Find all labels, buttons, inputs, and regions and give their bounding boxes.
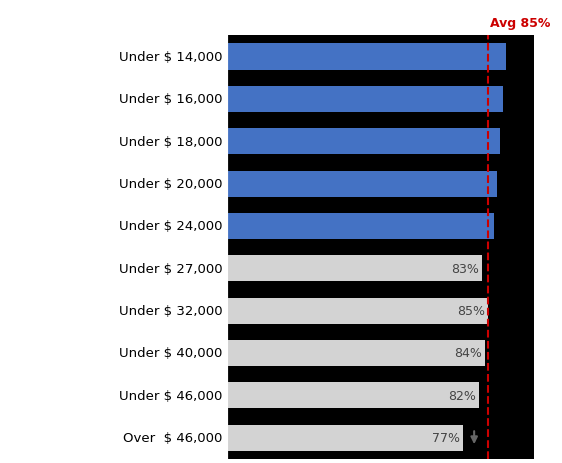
- Text: Under $ 40,000: Under $ 40,000: [119, 347, 223, 360]
- Bar: [226, 129, 500, 155]
- Bar: [226, 340, 485, 366]
- Bar: [226, 44, 506, 70]
- Text: Avg 85%: Avg 85%: [490, 17, 550, 30]
- Text: Under $ 18,000: Under $ 18,000: [119, 136, 223, 149]
- Text: Under $ 20,000: Under $ 20,000: [119, 178, 223, 191]
- Text: Under $ 32,000: Under $ 32,000: [119, 305, 223, 318]
- Bar: [226, 382, 479, 408]
- Bar: [226, 213, 494, 239]
- Text: Under $ 24,000: Under $ 24,000: [119, 220, 223, 233]
- Bar: [226, 298, 488, 324]
- Bar: [226, 171, 497, 197]
- Text: 83%: 83%: [451, 262, 479, 275]
- Text: Under $ 27,000: Under $ 27,000: [119, 262, 223, 275]
- Text: 82%: 82%: [448, 389, 475, 402]
- Text: Over  $ 46,000: Over $ 46,000: [123, 431, 223, 444]
- Bar: [226, 256, 482, 282]
- Text: 77%: 77%: [432, 431, 460, 444]
- Text: 84%: 84%: [454, 347, 482, 360]
- Text: Under $ 16,000: Under $ 16,000: [119, 93, 223, 106]
- Text: Under $ 14,000: Under $ 14,000: [119, 51, 223, 64]
- Text: Under $ 46,000: Under $ 46,000: [119, 389, 223, 402]
- Text: 85%: 85%: [457, 305, 485, 318]
- Bar: [226, 87, 504, 113]
- Bar: [226, 425, 464, 451]
